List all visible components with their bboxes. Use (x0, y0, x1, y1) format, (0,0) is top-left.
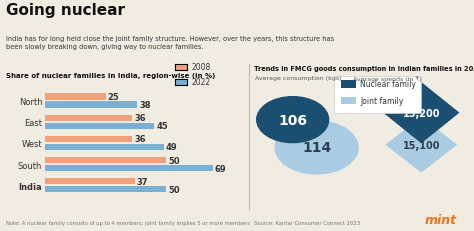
Text: 15,200: 15,200 (402, 108, 440, 118)
Text: 49: 49 (166, 143, 178, 152)
Text: Share of nuclear families in India, region-wise (in %): Share of nuclear families in India, regi… (6, 73, 215, 79)
Text: 25: 25 (108, 93, 119, 101)
Text: Trends in FMCG goods consumption in Indian families in 2022: Trends in FMCG goods consumption in Indi… (254, 66, 474, 72)
Circle shape (275, 122, 358, 174)
Text: Average spends (in ₹): Average spends (in ₹) (353, 76, 422, 81)
Bar (45, 186, 166, 192)
Text: Source: Kantar Consumer Connect 2023: Source: Kantar Consumer Connect 2023 (254, 220, 360, 225)
Polygon shape (383, 83, 459, 144)
Text: 37: 37 (137, 177, 148, 186)
Text: Average consumption (kgs): Average consumption (kgs) (255, 76, 341, 81)
Bar (45, 165, 212, 171)
Text: 36: 36 (134, 114, 146, 123)
Text: 45: 45 (156, 122, 168, 131)
Bar (45, 144, 164, 150)
Text: 2008: 2008 (192, 63, 211, 71)
Text: Going nuclear: Going nuclear (6, 3, 125, 18)
Text: mint: mint (424, 213, 456, 226)
Bar (45, 102, 137, 108)
Text: 15,100: 15,100 (402, 140, 440, 150)
Bar (45, 157, 166, 164)
Text: 114: 114 (302, 141, 331, 155)
Circle shape (257, 97, 328, 143)
Bar (45, 123, 154, 129)
Text: 2022: 2022 (192, 78, 211, 86)
Text: Nuclear family: Nuclear family (360, 80, 416, 89)
Bar (334, 77, 421, 113)
Bar (341, 81, 356, 88)
Text: 69: 69 (215, 164, 226, 173)
Text: 50: 50 (168, 156, 180, 165)
Text: 106: 106 (278, 113, 307, 127)
Bar (45, 136, 132, 142)
Bar (45, 115, 132, 121)
Text: 50: 50 (168, 185, 180, 194)
Bar (45, 178, 135, 185)
Bar (341, 97, 356, 105)
Text: 36: 36 (134, 135, 146, 144)
Bar (45, 94, 106, 100)
Text: Note: A nuclear family consists of up to 4 members; joint family implies 5 or mo: Note: A nuclear family consists of up to… (6, 220, 250, 225)
Text: Joint family: Joint family (360, 97, 404, 106)
Polygon shape (385, 117, 457, 173)
Text: India has for long held close the joint family structure. However, over the year: India has for long held close the joint … (6, 36, 334, 50)
Text: 38: 38 (139, 100, 151, 109)
